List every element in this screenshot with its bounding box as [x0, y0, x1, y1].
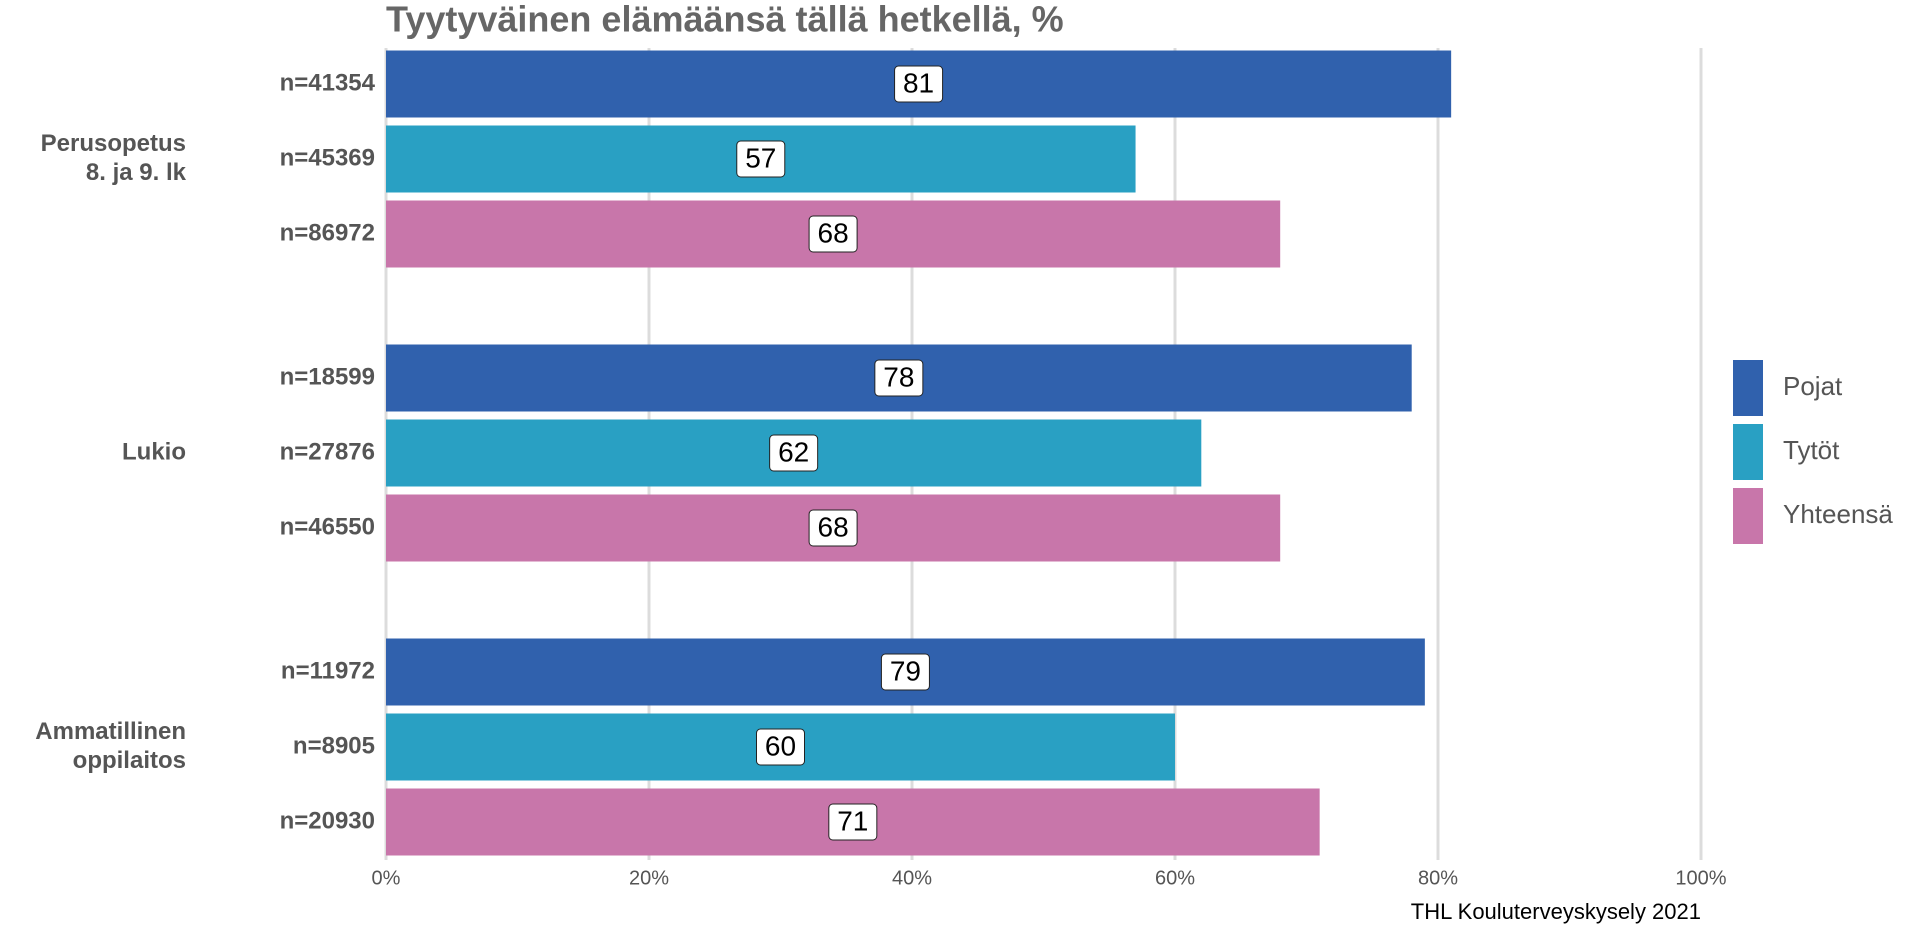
value-label-box [874, 359, 924, 397]
value-label: 68 [818, 511, 849, 542]
value-label: 79 [890, 655, 921, 686]
value-label-box [828, 803, 878, 841]
x-tick-label: 40% [892, 867, 932, 889]
value-label-box [880, 653, 930, 691]
value-label: 81 [903, 67, 934, 98]
category-label: Perusopetus [41, 130, 186, 157]
legend-swatch [1733, 360, 1763, 416]
caption: THL Kouluterveyskysely 2021 [1411, 899, 1701, 924]
value-label: 71 [837, 805, 868, 836]
x-tick-label: 60% [1155, 867, 1195, 889]
legend-label: Tytöt [1783, 435, 1840, 465]
value-label-box [894, 65, 944, 103]
category-label: Lukio [122, 438, 186, 465]
chart-title: Tyytyväinen elämäänsä tällä hetkellä, % [386, 0, 1064, 40]
x-tick-label: 20% [629, 867, 669, 889]
sample-size-label: n=27876 [280, 438, 375, 465]
x-tick-label: 0% [372, 867, 401, 889]
value-label: 60 [765, 730, 796, 761]
sample-size-label: n=18599 [280, 363, 375, 390]
category-label: Ammatillinen [35, 718, 186, 745]
category-label: oppilaitos [73, 747, 186, 774]
sample-size-label: n=8905 [293, 732, 375, 759]
sample-size-label: n=46550 [280, 513, 375, 540]
x-tick-label: 100% [1675, 867, 1726, 889]
category-label: 8. ja 9. lk [86, 159, 187, 186]
legend-swatch [1733, 424, 1763, 480]
value-label: 78 [883, 361, 914, 392]
value-label-box [736, 140, 786, 178]
sample-size-label: n=11972 [281, 657, 375, 684]
sample-size-label: n=86972 [280, 219, 375, 246]
value-label-box [769, 434, 819, 472]
legend-swatch [1733, 488, 1763, 544]
legend-label: Pojat [1783, 371, 1843, 401]
sample-size-label: n=20930 [280, 807, 375, 834]
value-label-box [808, 509, 858, 547]
value-label: 68 [818, 217, 849, 248]
sample-size-label: n=45369 [280, 144, 375, 171]
value-label-box [756, 728, 805, 766]
sample-size-label: n=41354 [280, 69, 376, 96]
x-tick-label: 80% [1418, 867, 1458, 889]
value-label: 57 [745, 142, 776, 173]
value-label-box [808, 215, 858, 253]
value-label: 62 [778, 436, 809, 467]
legend-label: Yhteensä [1783, 499, 1893, 529]
